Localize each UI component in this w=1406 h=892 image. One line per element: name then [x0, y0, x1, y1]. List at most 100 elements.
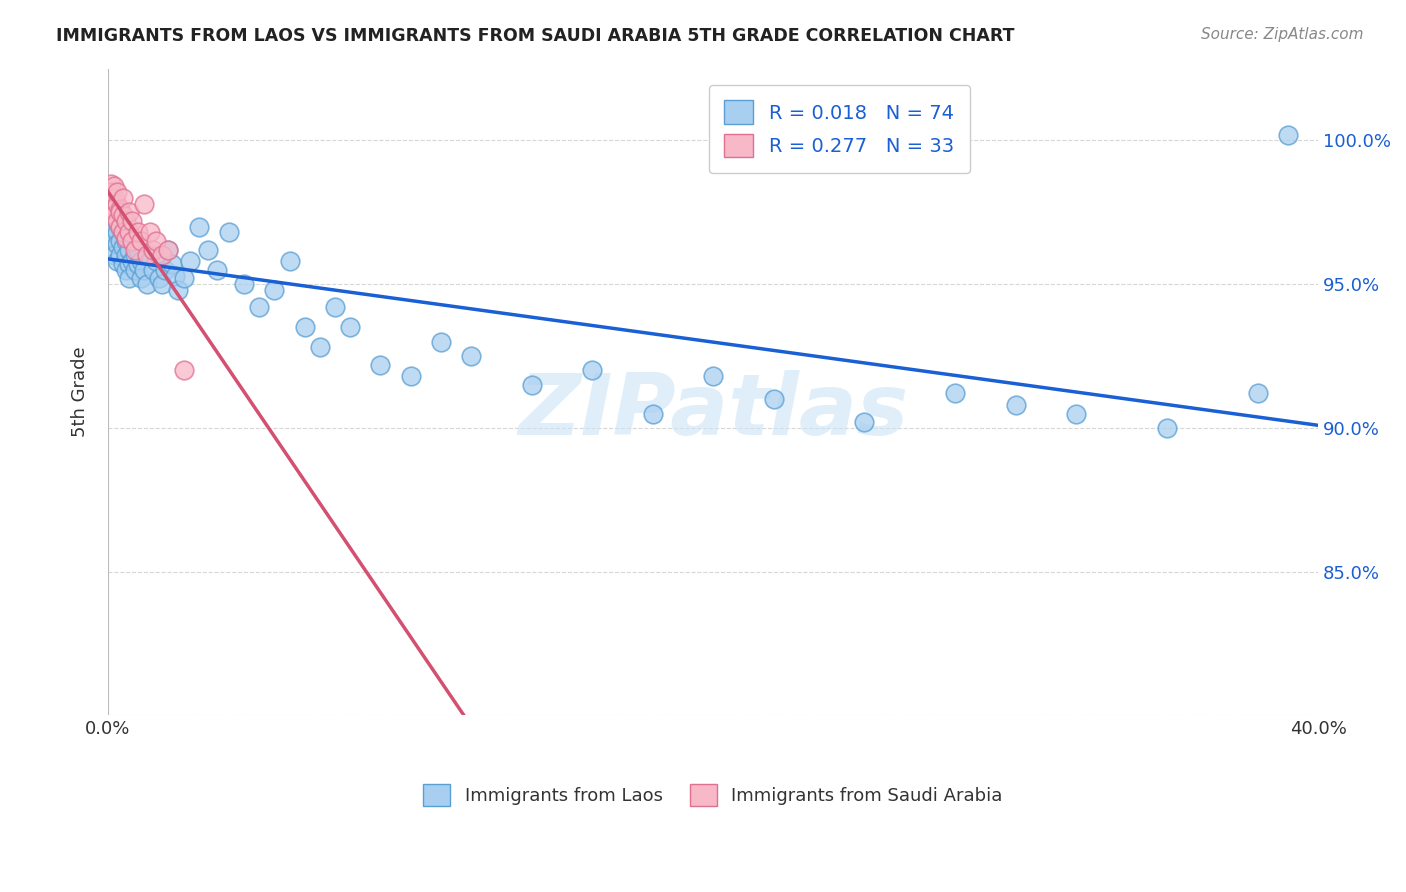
Point — [118, 226, 141, 240]
Point — [118, 271, 141, 285]
Point — [115, 234, 138, 248]
Point — [108, 219, 131, 234]
Point — [1004, 398, 1026, 412]
Point — [148, 271, 170, 285]
Point — [105, 196, 128, 211]
Point — [108, 219, 131, 234]
Point — [152, 277, 174, 292]
Point — [197, 243, 219, 257]
Point — [152, 248, 174, 262]
Point — [308, 340, 330, 354]
Point — [127, 243, 149, 257]
Point — [112, 191, 135, 205]
Text: Source: ZipAtlas.com: Source: ZipAtlas.com — [1201, 27, 1364, 42]
Point — [115, 214, 138, 228]
Point — [1246, 386, 1268, 401]
Point — [103, 219, 125, 234]
Point — [108, 234, 131, 248]
Point — [105, 205, 128, 219]
Point — [323, 300, 346, 314]
Point — [1064, 407, 1087, 421]
Point — [108, 202, 131, 217]
Point — [118, 257, 141, 271]
Point — [139, 226, 162, 240]
Point — [103, 179, 125, 194]
Point — [108, 248, 131, 262]
Point — [103, 231, 125, 245]
Point — [155, 262, 177, 277]
Point — [179, 254, 201, 268]
Point — [163, 268, 186, 283]
Legend: Immigrants from Laos, Immigrants from Saudi Arabia: Immigrants from Laos, Immigrants from Sa… — [409, 770, 1018, 821]
Text: ZIPatlas: ZIPatlas — [517, 370, 908, 453]
Point — [157, 243, 180, 257]
Point — [166, 283, 188, 297]
Point — [100, 177, 122, 191]
Point — [105, 226, 128, 240]
Point — [762, 392, 785, 407]
Point — [124, 243, 146, 257]
Point — [134, 262, 156, 277]
Point — [115, 248, 138, 262]
Point — [943, 386, 966, 401]
Point — [105, 254, 128, 268]
Point — [103, 191, 125, 205]
Point — [105, 185, 128, 199]
Point — [368, 358, 391, 372]
Point — [118, 243, 141, 257]
Point — [118, 205, 141, 219]
Point — [294, 320, 316, 334]
Point — [173, 271, 195, 285]
Point — [103, 208, 125, 222]
Point — [105, 214, 128, 228]
Point — [139, 248, 162, 262]
Point — [108, 205, 131, 219]
Point — [103, 205, 125, 219]
Point — [641, 407, 664, 421]
Point — [124, 262, 146, 277]
Point — [187, 219, 209, 234]
Point — [853, 415, 876, 429]
Point — [263, 283, 285, 297]
Point — [233, 277, 256, 292]
Point — [115, 231, 138, 245]
Point — [460, 349, 482, 363]
Point — [218, 226, 240, 240]
Point — [702, 369, 724, 384]
Point — [142, 243, 165, 257]
Point — [429, 334, 451, 349]
Point — [136, 277, 159, 292]
Point — [112, 257, 135, 271]
Point — [103, 248, 125, 262]
Point — [581, 363, 603, 377]
Point — [115, 262, 138, 277]
Point — [129, 234, 152, 248]
Point — [1156, 421, 1178, 435]
Point — [136, 248, 159, 262]
Point — [142, 262, 165, 277]
Point — [1277, 128, 1299, 142]
Point — [157, 243, 180, 257]
Point — [129, 254, 152, 268]
Point — [105, 236, 128, 251]
Point — [205, 262, 228, 277]
Point — [112, 240, 135, 254]
Point — [112, 226, 135, 240]
Point — [129, 271, 152, 285]
Point — [127, 226, 149, 240]
Point — [100, 185, 122, 199]
Point — [134, 196, 156, 211]
Point — [520, 377, 543, 392]
Point — [339, 320, 361, 334]
Text: IMMIGRANTS FROM LAOS VS IMMIGRANTS FROM SAUDI ARABIA 5TH GRADE CORRELATION CHART: IMMIGRANTS FROM LAOS VS IMMIGRANTS FROM … — [56, 27, 1015, 45]
Point — [105, 214, 128, 228]
Point — [112, 208, 135, 222]
Point — [121, 234, 143, 248]
Point — [173, 363, 195, 377]
Point — [121, 234, 143, 248]
Point — [278, 254, 301, 268]
Point — [100, 214, 122, 228]
Point — [112, 226, 135, 240]
Point — [145, 254, 167, 268]
Point — [124, 248, 146, 262]
